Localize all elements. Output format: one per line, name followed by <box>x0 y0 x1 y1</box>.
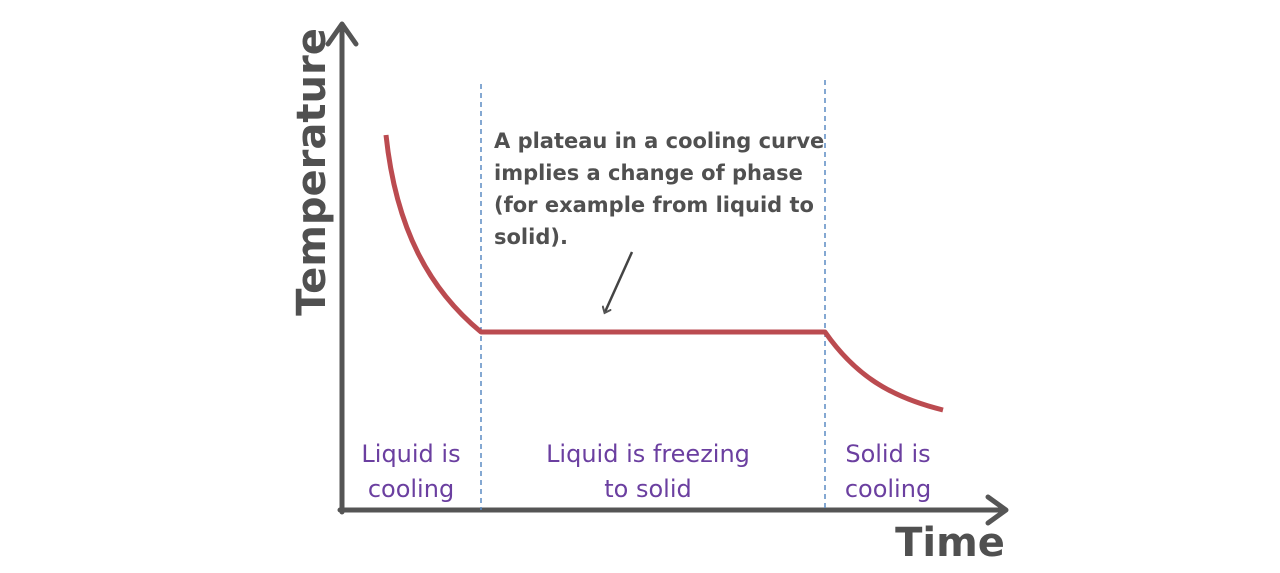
y-axis <box>325 21 359 515</box>
annotation-line: solid). <box>494 225 568 249</box>
annotation-line: implies a change of phase <box>494 161 803 185</box>
region-label: cooling <box>368 475 454 503</box>
region-label: Solid is <box>845 440 930 468</box>
x-axis <box>337 494 1009 526</box>
region-label: to solid <box>604 475 691 503</box>
annotation-line: (for example from liquid to <box>494 193 814 217</box>
region-label: Liquid is freezing <box>546 440 750 468</box>
region-label: cooling <box>845 475 931 503</box>
cooling-curve <box>383 134 944 413</box>
annotation-line: A plateau in a cooling curve <box>494 129 824 153</box>
pointer-arrow <box>605 251 634 312</box>
region-label: Liquid is <box>361 440 460 468</box>
x-axis-label: Time <box>895 520 1005 566</box>
y-axis-label: Temperature <box>289 28 335 316</box>
